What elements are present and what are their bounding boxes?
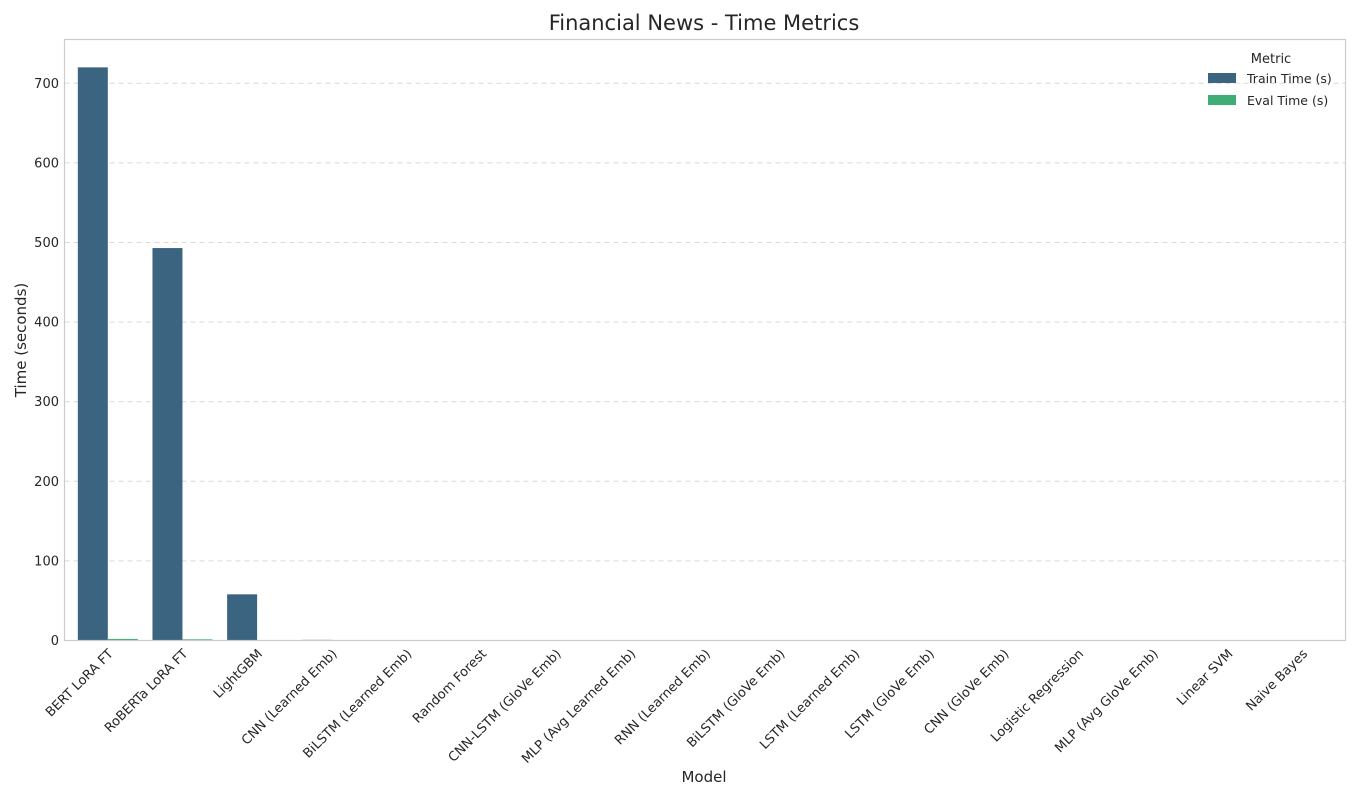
bar-train-time	[152, 248, 183, 641]
bar-train-time	[77, 67, 108, 641]
y-tick-label: 500	[34, 236, 59, 251]
x-axis-label: Model	[681, 768, 726, 786]
y-tick-label: 200	[34, 475, 59, 490]
y-tick-label: 700	[34, 77, 59, 92]
chart-title: Financial News - Time Metrics	[549, 11, 860, 35]
gridlines	[64, 82, 1346, 562]
legend-title: Metric	[1251, 52, 1291, 67]
y-tick-label: 300	[34, 395, 59, 410]
y-axis-label: Time (seconds)	[12, 283, 30, 399]
legend-swatch-eval-time	[1208, 95, 1236, 105]
y-tick-label: 400	[34, 316, 59, 331]
legend: Metric Train Time (s) Eval Time (s)	[1208, 52, 1332, 108]
legend-swatch-train-time	[1208, 73, 1236, 83]
bar-eval-time	[107, 638, 138, 641]
legend-label-train-time: Train Time (s)	[1246, 71, 1332, 86]
y-tick-label: 100	[34, 554, 59, 569]
plot-frame	[63, 38, 1347, 642]
y-tick-label: 600	[34, 156, 59, 171]
bars	[77, 67, 1333, 641]
y-tick-labels: 0 100 200 300 400 500 600 700	[34, 77, 59, 649]
legend-label-eval-time: Eval Time (s)	[1247, 93, 1328, 108]
bar-train-time	[227, 594, 258, 641]
y-tick-label: 0	[51, 634, 59, 649]
